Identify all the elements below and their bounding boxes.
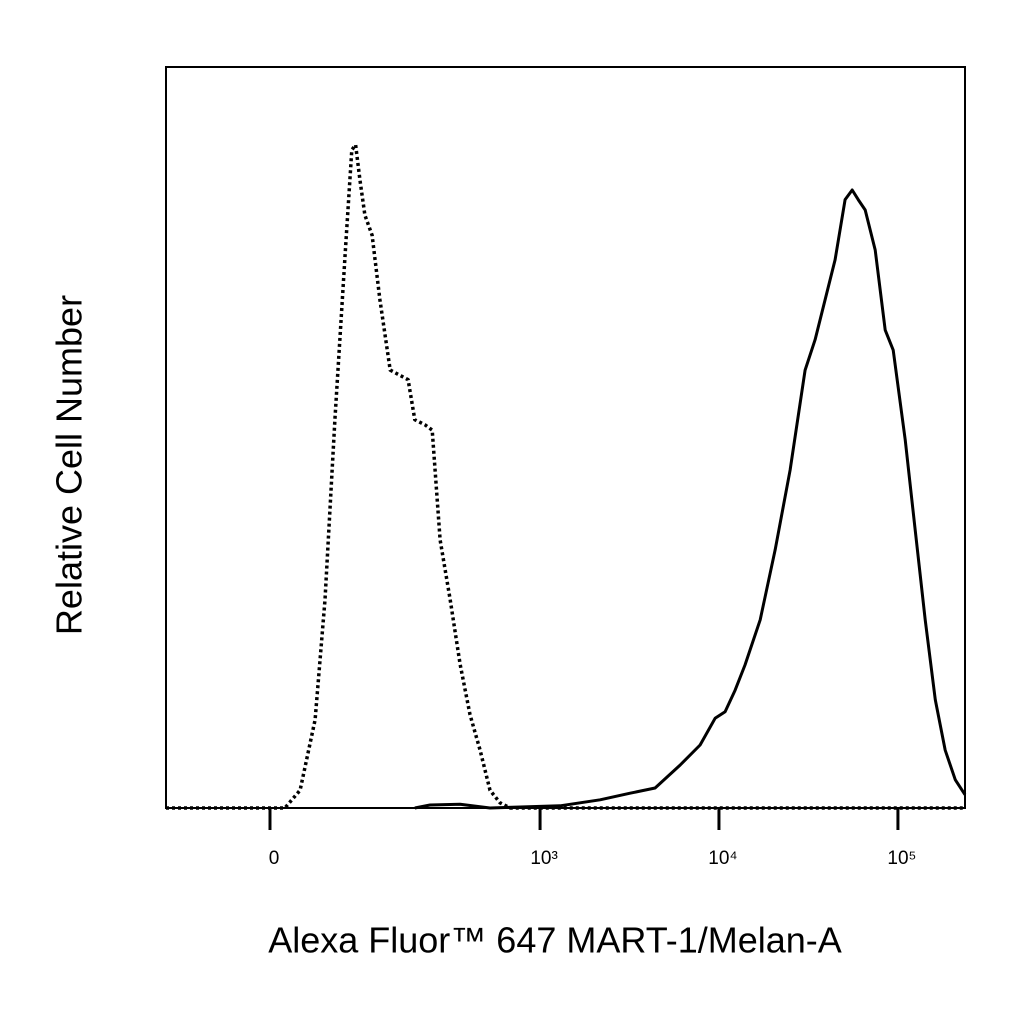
histogram-line	[414, 188, 967, 810]
x-tick-label: 10⁵	[887, 848, 916, 869]
x-axis-title: Alexa Fluor™ 647 MART-1/Melan-A	[268, 920, 842, 961]
x-tick-label: 0	[269, 848, 280, 869]
x-tick-label: 10⁴	[708, 848, 737, 869]
histogram-line	[166, 143, 965, 810]
y-axis-title: Relative Cell Number	[49, 295, 90, 635]
x-tick-label: 10³	[530, 848, 557, 869]
plot-frame	[165, 66, 966, 809]
